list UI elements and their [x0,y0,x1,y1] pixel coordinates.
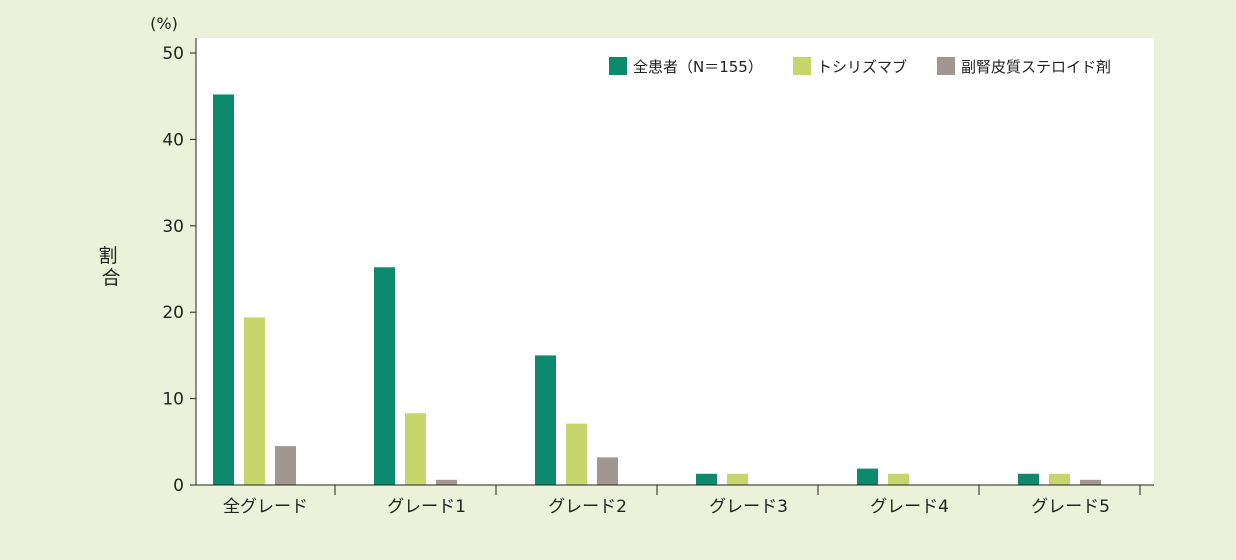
x-tick-label: グレード3 [709,497,788,517]
bar [857,468,878,485]
y-tick-label: 0 [173,476,184,496]
legend-swatch [609,57,627,75]
y-ticks-group: 0 10 20 30 40 50 [162,44,196,496]
y-tick-label: 40 [162,130,184,150]
legend-label: 副腎皮質ステロイド剤 [961,58,1111,76]
legend-label: 全患者（N＝155） [633,58,763,76]
bar [566,423,587,485]
legend-label: トシリズマブ [817,58,907,76]
y-axis-title-char-1: 割 [98,245,117,267]
legend-swatch [937,57,955,75]
x-tick-label: グレード1 [387,497,466,517]
legend-swatch [793,57,811,75]
bar [597,457,618,485]
bar [405,413,426,485]
bar [275,446,296,485]
legend: 全患者（N＝155） トシリズマブ 副腎皮質ステロイド剤 [609,57,1111,76]
bar [436,479,457,485]
y-axis-title: 割 合 [98,245,123,289]
plot-area [196,38,1154,485]
y-axis-title-char-2: 合 [101,267,120,289]
y-tick-label: 10 [162,390,184,410]
bar [888,473,909,485]
x-tick-label: グレード4 [870,497,949,517]
x-tick-label: グレード5 [1031,497,1110,517]
bar [1049,473,1070,485]
bar [213,94,234,486]
y-tick-label: 30 [162,217,184,237]
x-tick-label: 全グレード [223,497,308,517]
bar [535,355,556,485]
x-tick-label: グレード2 [548,497,627,517]
bar [727,473,748,485]
bar [696,473,717,485]
y-tick-label: 50 [162,44,184,64]
bar [244,317,265,485]
bar [1018,473,1039,485]
bars-group [213,94,1101,486]
y-unit-label: (%) [150,14,178,33]
bar [1080,479,1101,485]
x-ticks-group: 全グレード グレード1 グレード2 グレード3 グレード4 グレード5 [223,485,1141,517]
bar [374,267,395,485]
y-tick-label: 20 [162,303,184,323]
